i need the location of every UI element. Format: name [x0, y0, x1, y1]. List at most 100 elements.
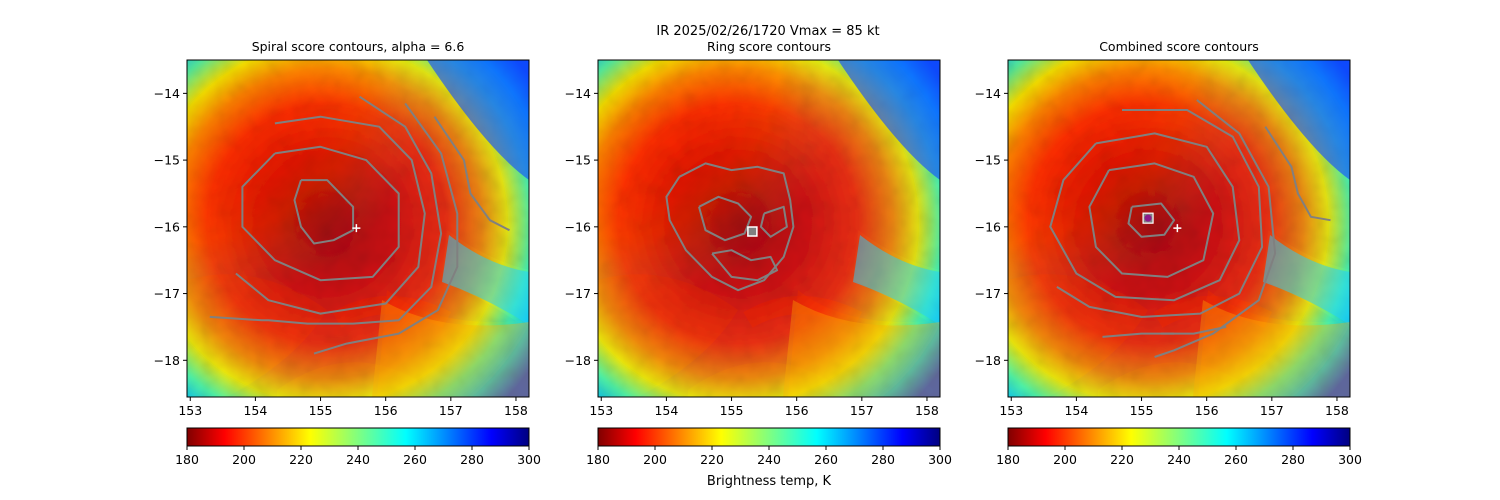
contour-line-8 — [1264, 126, 1331, 222]
colorbar-tick-label: 220 — [289, 452, 313, 467]
x-tick-label: 154 — [243, 403, 267, 418]
x-tick-label: 153 — [999, 403, 1023, 418]
colorbar-tick-label: 300 — [928, 452, 952, 467]
colorbar-tick-label: 180 — [175, 452, 199, 467]
x-tick-label: 154 — [654, 403, 678, 418]
contour-line-4 — [759, 205, 788, 238]
axes-frame — [1007, 59, 1351, 398]
x-tick-label: 157 — [1260, 403, 1284, 418]
colorbar: 180 200 220 240 260 280 300 — [996, 427, 1362, 467]
x-tick-label: 153 — [589, 403, 613, 418]
colorbar-tick-label: 240 — [346, 452, 370, 467]
colorbar-tick-label: 200 — [232, 452, 256, 467]
colorbar-tick-label: 200 — [643, 452, 667, 467]
contour-line-1 — [293, 179, 355, 245]
y-tick-label: −15 — [565, 153, 591, 168]
y-tick-label: −17 — [154, 286, 180, 301]
colorbar-tick-label: 260 — [403, 452, 427, 467]
band-east — [853, 235, 940, 325]
x-tick-label: 156 — [374, 403, 398, 418]
contours — [665, 162, 795, 292]
cold-cloud-ne — [1248, 60, 1350, 180]
contour-line-3 — [1049, 132, 1241, 302]
band-east — [1263, 235, 1350, 325]
figure-suptitle: IR 2025/02/26/1720 Vmax = 85 kt — [656, 24, 879, 39]
colorbar-tick-label: 240 — [1167, 452, 1191, 467]
panel-1: Spiral score contours, alpha = 6.6 153 154… — [154, 39, 541, 467]
contour-line-4 — [1056, 109, 1264, 318]
x-tick-label: 158 — [1325, 403, 1349, 418]
panel-3: Combined score contours 153 154 155 156 157 15… — [975, 39, 1362, 467]
colorbar-tick-label: 180 — [586, 452, 610, 467]
y-tick-label: −16 — [154, 219, 180, 234]
colorbar-tick-label: 220 — [1110, 452, 1134, 467]
colorbar-tick-label: 280 — [871, 452, 895, 467]
x-tick-label: 157 — [850, 403, 874, 418]
panel-title: Combined score contours — [1099, 39, 1259, 54]
colorbar-gradient — [1007, 427, 1351, 447]
center-circle-marker — [1144, 214, 1152, 222]
y-tick-label: −18 — [975, 353, 1001, 368]
axes-frame — [597, 59, 941, 398]
colorbar: 180 200 220 240 260 280 300 — [586, 427, 952, 467]
x-tick-label: 155 — [720, 403, 744, 418]
colorbar: 180 200 220 240 260 280 300 — [175, 427, 541, 467]
contour-line-3 — [711, 249, 779, 282]
contour-line-3 — [235, 115, 426, 315]
y-tick-label: −16 — [975, 219, 1001, 234]
contour-line-2 — [1088, 162, 1215, 278]
contour-line-1 — [665, 162, 795, 292]
colorbar-tick-label: 240 — [757, 452, 781, 467]
colorbar-tick-label: 280 — [1281, 452, 1305, 467]
y-tick-label: −14 — [975, 86, 1001, 101]
warm-region-se — [372, 300, 529, 397]
center-plus-marker — [352, 224, 361, 233]
x-tick-label: 155 — [1130, 403, 1154, 418]
center-square-marker — [747, 226, 758, 237]
colorbar-label: Brightness temp, K — [707, 474, 832, 489]
contour-line-2 — [241, 145, 400, 282]
x-tick-label: 153 — [178, 403, 202, 418]
warm-region-se — [783, 300, 940, 397]
y-tick-label: −17 — [975, 286, 1001, 301]
colorbar-tick-label: 280 — [460, 452, 484, 467]
colorbar-gradient — [186, 427, 530, 447]
x-tick-label: 156 — [1195, 403, 1219, 418]
colorbar-tick-label: 260 — [814, 452, 838, 467]
contour-line-2 — [698, 195, 753, 242]
contour-line-5 — [313, 102, 459, 355]
y-tick-label: −14 — [565, 86, 591, 101]
x-tick-label: 156 — [785, 403, 809, 418]
contour-line-1 — [1127, 202, 1176, 238]
warm-region-se — [1193, 300, 1350, 397]
colorbar-tick-label: 200 — [1053, 452, 1077, 467]
x-tick-label: 154 — [1064, 403, 1088, 418]
cold-cloud-ne — [838, 60, 940, 180]
y-tick-label: −15 — [975, 153, 1001, 168]
colorbar-tick-label: 180 — [996, 452, 1020, 467]
colorbar-tick-label: 260 — [1224, 452, 1248, 467]
brightness-field — [598, 60, 940, 397]
x-tick-label: 157 — [439, 403, 463, 418]
axes-frame — [186, 59, 530, 398]
colorbar-gradient — [597, 427, 941, 447]
x-tick-label: 155 — [309, 403, 333, 418]
contour-line-5 — [1154, 99, 1277, 358]
y-tick-label: −15 — [154, 153, 180, 168]
colorbar-tick-label: 300 — [1338, 452, 1362, 467]
contours — [1049, 99, 1331, 358]
contour-line-6 — [433, 116, 510, 232]
center-plus-marker — [1173, 224, 1182, 233]
x-tick-label: 158 — [504, 403, 528, 418]
contours — [209, 95, 510, 355]
contour-line-4 — [209, 95, 443, 325]
y-tick-label: −18 — [565, 353, 591, 368]
panel-title: Ring score contours — [707, 39, 831, 54]
panel-title: Spiral score contours, alpha = 6.6 — [252, 39, 465, 54]
band-east — [442, 235, 529, 325]
cold-cloud-ne — [427, 60, 529, 180]
x-tick-label: 158 — [915, 403, 939, 418]
colorbar-tick-label: 220 — [700, 452, 724, 467]
colorbar-tick-label: 300 — [517, 452, 541, 467]
